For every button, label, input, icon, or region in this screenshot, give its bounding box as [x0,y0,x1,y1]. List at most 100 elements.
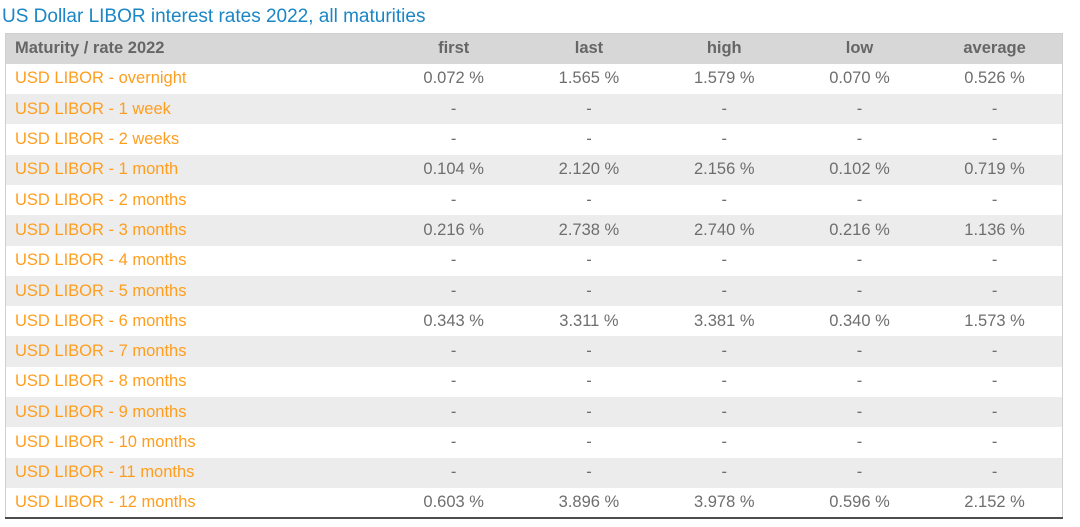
rate-cell-last: - [586,130,592,149]
rate-cell-low: - [856,372,863,391]
maturity-cell: USD LIBOR - overnight [6,64,387,94]
table-row: USD LIBOR - 2 months - - - - - [5,184,1063,216]
maturity-cell: USD LIBOR - 12 months [6,488,387,518]
rate-cell-first: - [450,342,457,361]
rate-cell-high: 1.579 % [693,69,755,88]
maturity-link[interactable]: USD LIBOR - 10 months [15,433,196,451]
maturity-cell: USD LIBOR - 10 months [6,427,387,457]
rate-cell-high: - [721,372,727,391]
table-row: USD LIBOR - overnight 0.072 % 1.565 % 1.… [5,63,1063,95]
rate-cell-low: - [856,251,863,270]
rate-cell-last: - [586,463,592,482]
rate-cell-first: 0.104 % [423,160,484,179]
maturity-link[interactable]: USD LIBOR - 3 months [15,220,187,239]
maturity-link[interactable]: USD LIBOR - 2 months [15,190,187,209]
rate-cell-average: - [991,463,998,482]
table-row: USD LIBOR - 9 months - - - - - [5,397,1063,428]
maturity-link[interactable]: USD LIBOR - overnight [15,69,187,88]
maturity-link[interactable]: USD LIBOR - 4 months [15,251,187,270]
col-header-last: last [521,33,657,64]
maturity-cell: USD LIBOR - 11 months [6,458,387,488]
rate-cell-high: - [721,342,727,361]
table-row: USD LIBOR - 6 months 0.343 % 3.311 % 3.3… [5,306,1063,337]
maturity-link[interactable]: USD LIBOR - 11 months [15,463,195,482]
rate-cell-first: 0.603 % [423,493,484,512]
rate-cell-first: - [450,190,457,209]
rate-cell-high: - [721,130,727,149]
rate-cell-last: 3.311 % [559,311,619,330]
maturity-cell: USD LIBOR - 1 week [6,94,387,124]
rate-cell-high: - [721,99,727,118]
table-row: USD LIBOR - 4 months - - - - - [5,245,1063,276]
col-header-low: low [791,33,928,64]
table-row: USD LIBOR - 8 months - - - - - [5,366,1063,398]
maturity-cell: USD LIBOR - 4 months [6,246,387,276]
rate-cell-first: - [450,281,457,300]
rate-cell-average: - [991,372,998,391]
maturity-cell: USD LIBOR - 5 months [6,276,387,306]
rate-cell-last: - [586,251,592,270]
table-row: USD LIBOR - 10 months - - - - - [5,427,1063,458]
rate-cell-first: - [450,99,457,118]
rate-cell-high: - [721,433,727,451]
rate-cell-high: - [721,190,727,209]
rate-cell-last: - [586,372,592,391]
rate-cell-low: - [856,402,863,421]
rate-cell-last: - [586,190,592,209]
rate-cell-last: - [586,433,592,451]
rate-cell-low: - [856,433,863,451]
rate-cell-first: - [450,433,457,451]
maturity-cell: USD LIBOR - 2 months [6,185,387,215]
rate-cell-average: 1.136 % [964,220,1025,239]
maturity-link[interactable]: USD LIBOR - 8 months [15,372,187,391]
maturity-link[interactable]: USD LIBOR - 12 months [15,493,196,512]
maturity-link[interactable]: USD LIBOR - 2 weeks [15,130,180,149]
rate-cell-low: - [856,281,863,300]
maturity-link[interactable]: USD LIBOR - 6 months [15,311,187,330]
rate-cell-high: - [721,251,727,270]
col-header-average: average [927,33,1063,64]
table-row: USD LIBOR - 5 months - - - - - [5,275,1063,307]
rate-cell-last: 2.120 % [558,160,620,179]
maturity-cell: USD LIBOR - 3 months [6,215,387,245]
rate-cell-average: - [991,402,998,421]
table-row: USD LIBOR - 1 week - - - - - [5,94,1063,125]
rate-cell-high: 3.381 % [693,311,755,330]
col-header-maturity: Maturity / rate 2022 [5,33,387,64]
maturity-link[interactable]: USD LIBOR - 7 months [15,342,187,361]
col-header-first: first [386,33,522,64]
rate-cell-high: - [721,463,727,482]
rate-cell-last: - [586,342,592,361]
maturity-link[interactable]: USD LIBOR - 5 months [15,281,187,300]
rate-cell-average: - [991,281,998,300]
rate-cell-average: 1.573 % [964,311,1025,330]
rate-cell-low: 0.102 % [829,160,890,179]
maturity-link[interactable]: USD LIBOR - 1 month [15,160,179,179]
rate-cell-first: - [450,372,457,391]
maturity-link[interactable]: USD LIBOR - 1 week [15,99,171,118]
rate-cell-last: 1.565 % [558,69,620,88]
rate-cell-low: 0.340 % [829,311,890,330]
table-row: USD LIBOR - 3 months 0.216 % 2.738 % 2.7… [5,215,1063,246]
rate-cell-low: - [856,190,863,209]
table-header-row: Maturity / rate 2022 first last high low… [5,33,1063,64]
rate-cell-average: - [991,251,998,270]
rate-cell-average: 0.526 % [964,69,1025,88]
rate-cell-high: - [721,281,727,300]
rate-cell-first: 0.216 % [423,220,484,239]
rate-cell-average: 2.152 % [964,493,1025,512]
rate-cell-last: 3.896 % [558,493,620,512]
rate-cell-low: - [856,463,863,482]
rate-cell-first: 0.343 % [423,311,484,330]
maturity-link[interactable]: USD LIBOR - 9 months [15,402,187,421]
rate-cell-average: - [991,342,998,361]
rate-cell-average: - [991,99,998,118]
maturity-cell: USD LIBOR - 1 month [6,155,387,185]
rate-cell-average: - [991,433,998,451]
maturity-cell: USD LIBOR - 2 weeks [6,124,387,154]
table-row: USD LIBOR - 2 weeks - - - - - [5,124,1063,155]
rate-cell-average: - [991,130,998,149]
rate-cell-high: - [721,402,727,421]
col-header-high: high [656,33,792,64]
